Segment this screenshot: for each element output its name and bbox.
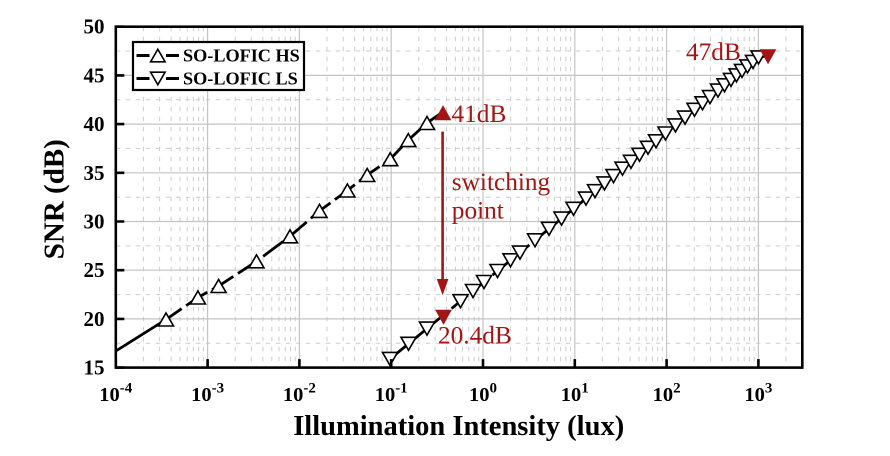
svg-text:40: 40 [84, 112, 105, 136]
svg-text:20.4dB: 20.4dB [438, 322, 512, 350]
svg-text:Illumination Intensity (lux): Illumination Intensity (lux) [293, 411, 624, 442]
svg-text:47dB: 47dB [686, 38, 741, 66]
svg-text:41dB: 41dB [452, 100, 507, 128]
svg-text:15: 15 [84, 356, 105, 380]
svg-text:20: 20 [84, 307, 105, 331]
svg-text:SNR (dB): SNR (dB) [39, 139, 71, 259]
svg-text:25: 25 [84, 258, 105, 282]
svg-text:50: 50 [84, 15, 105, 39]
svg-text:45: 45 [84, 63, 105, 87]
svg-text:SO-LOFIC HS: SO-LOFIC HS [183, 46, 300, 66]
svg-text:10-4: 10-4 [99, 381, 132, 407]
svg-text:switching: switching [452, 168, 551, 196]
svg-text:100: 100 [469, 381, 497, 407]
svg-text:35: 35 [84, 161, 105, 185]
svg-text:30: 30 [84, 210, 105, 234]
svg-text:SO-LOFIC LS: SO-LOFIC LS [183, 69, 298, 89]
svg-text:point: point [452, 197, 504, 225]
